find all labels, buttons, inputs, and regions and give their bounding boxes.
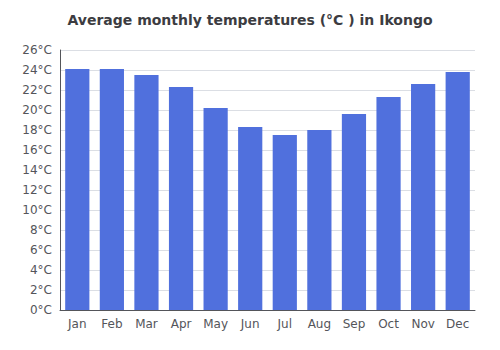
svg-text:Nov: Nov (411, 317, 434, 331)
svg-text:18°C: 18°C (22, 123, 52, 137)
svg-text:Sep: Sep (343, 317, 366, 331)
svg-text:26°C: 26°C (22, 43, 52, 57)
svg-text:16°C: 16°C (22, 143, 52, 157)
svg-text:6°C: 6°C (30, 243, 52, 257)
svg-text:10°C: 10°C (22, 203, 52, 217)
svg-text:Oct: Oct (378, 317, 399, 331)
svg-text:0°C: 0°C (30, 303, 52, 317)
svg-text:20°C: 20°C (22, 103, 52, 117)
svg-text:Dec: Dec (446, 317, 469, 331)
svg-text:2°C: 2°C (30, 283, 52, 297)
svg-text:Feb: Feb (101, 317, 122, 331)
svg-text:12°C: 12°C (22, 183, 52, 197)
svg-text:14°C: 14°C (22, 163, 52, 177)
svg-text:Average monthly temperatures (: Average monthly temperatures (°C ) in Ik… (67, 12, 432, 28)
svg-text:4°C: 4°C (30, 263, 52, 277)
svg-text:Aug: Aug (308, 317, 331, 331)
svg-text:Jul: Jul (277, 317, 292, 331)
svg-text:Mar: Mar (135, 317, 158, 331)
svg-text:8°C: 8°C (30, 223, 52, 237)
svg-text:Jun: Jun (240, 317, 260, 331)
svg-text:Apr: Apr (171, 317, 192, 331)
svg-text:May: May (203, 317, 228, 331)
svg-text:22°C: 22°C (22, 83, 52, 97)
svg-text:24°C: 24°C (22, 63, 52, 77)
svg-text:Jan: Jan (67, 317, 87, 331)
